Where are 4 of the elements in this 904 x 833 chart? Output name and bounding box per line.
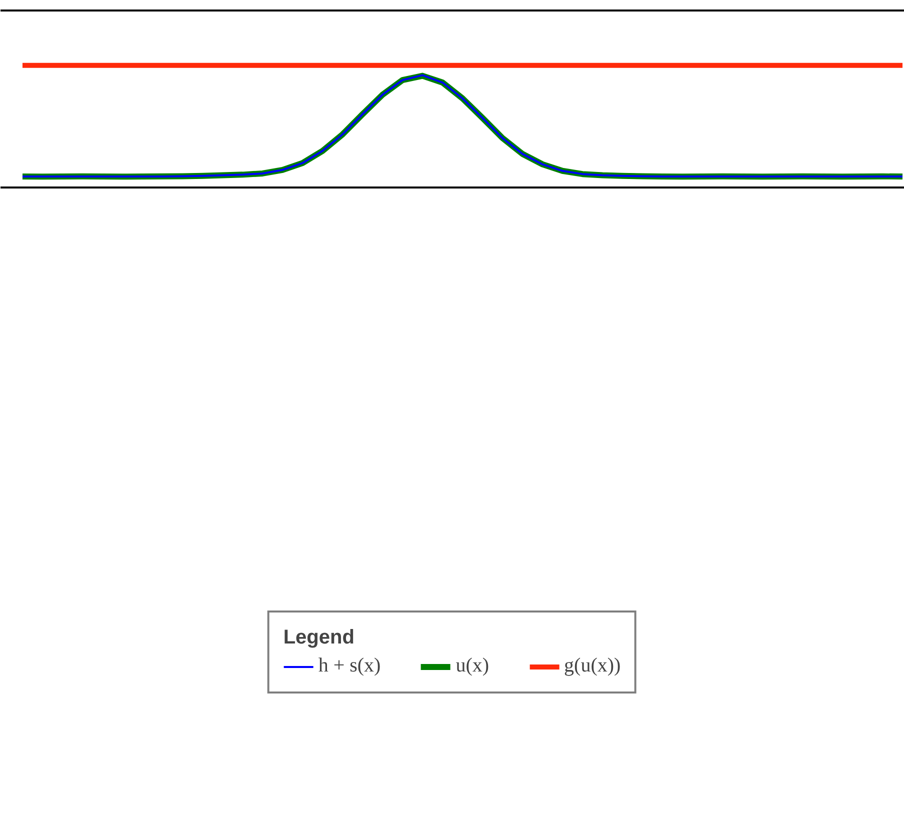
legend-label: h + s(x) xyxy=(318,654,381,678)
legend-label: u(x) xyxy=(456,654,490,678)
legend-label: g(u(x)) xyxy=(564,654,621,678)
legend-title: Legend xyxy=(283,626,356,650)
